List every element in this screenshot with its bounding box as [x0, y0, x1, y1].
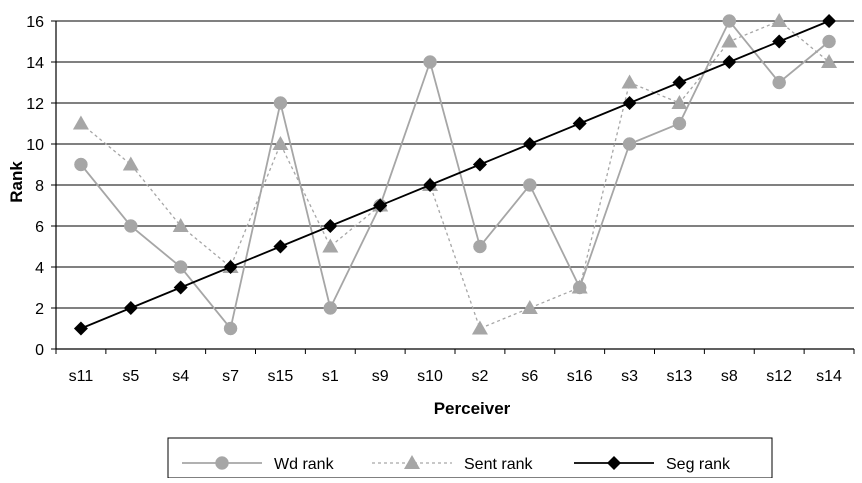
sent-rank-point	[821, 54, 838, 68]
seg-rank-point	[73, 321, 88, 336]
sent-rank-point	[471, 320, 488, 335]
sent-rank-series	[72, 13, 838, 335]
sent-rank-point	[671, 95, 688, 109]
seg-rank-point	[722, 55, 737, 69]
seg-rank-point	[273, 239, 288, 254]
sent-rank-point	[721, 33, 738, 48]
seg-rank-point	[423, 178, 438, 192]
y-tick-label: 0	[35, 342, 44, 359]
y-tick-label: 14	[26, 55, 44, 72]
seg-rank-point	[622, 96, 637, 110]
legend-entry-seg-rank: Seg rank	[574, 456, 731, 473]
x-tick-label: s13	[667, 368, 693, 385]
seg-rank-point	[373, 198, 388, 213]
wd-rank-point	[672, 116, 687, 131]
wd-rank-point	[323, 301, 338, 315]
seg-rank-point	[772, 34, 787, 49]
sent-rank-point	[72, 115, 89, 130]
wd-rank-point	[223, 321, 238, 336]
sent-rank-point	[322, 238, 339, 253]
grid-lines	[56, 20, 854, 309]
seg-rank-point	[522, 137, 537, 151]
sent-rank-point	[771, 13, 788, 27]
series-lines	[72, 13, 838, 336]
x-tick-label: s9	[372, 368, 389, 385]
wd-rank-point	[772, 75, 786, 90]
legend: Wd rank Sent rank Seg rank	[167, 437, 773, 479]
x-tick-label: s12	[766, 368, 792, 385]
wd-rank-point	[124, 219, 138, 233]
legend-entry-wd-rank: Wd rank	[182, 456, 335, 473]
legend-label-wd-rank: Wd rank	[274, 456, 335, 473]
sent-rank-point	[172, 218, 189, 232]
tick-labels: 0 2 4 6 8 10 12 14 16 s11 s5 s4 s7 s15 s1 s9 s10 s2 s6 s16 s…	[26, 14, 842, 385]
sent-rank-point	[122, 156, 139, 171]
sent-rank-line	[80, 20, 830, 330]
x-tick-label: s15	[268, 368, 294, 385]
y-tick-label: 6	[35, 219, 44, 236]
seg-rank-point	[822, 14, 837, 28]
y-tick-label: 12	[26, 96, 44, 113]
y-tick-label: 2	[35, 301, 44, 318]
sent-rank-point	[621, 74, 638, 89]
x-tick-label: s14	[816, 368, 842, 385]
x-tick-label: s4	[172, 368, 189, 385]
sent-rank-point	[272, 136, 289, 150]
seg-rank-point	[572, 116, 587, 131]
wd-rank-point	[74, 157, 88, 172]
wd-rank-point	[173, 260, 188, 274]
seg-rank-point	[123, 301, 138, 315]
x-tick-label: s1	[322, 368, 339, 385]
y-tick-label: 4	[35, 260, 44, 277]
legend-label-sent-rank: Sent rank	[464, 456, 533, 473]
seg-rank-point	[472, 157, 487, 172]
x-tick-label: s7	[222, 368, 239, 385]
wd-rank-point	[622, 137, 637, 151]
x-tick-label: s5	[122, 368, 139, 385]
sent-rank-point	[571, 279, 588, 294]
y-tick-label: 10	[26, 137, 44, 154]
x-tick-label: s2	[471, 368, 488, 385]
x-tick-label: s16	[567, 368, 593, 385]
legend-marker-sent-rank	[404, 455, 420, 469]
wd-rank-point	[473, 239, 487, 254]
wd-rank-point	[273, 96, 288, 110]
x-tick-label: s11	[69, 368, 94, 385]
x-axis-title: Perceiver	[434, 399, 511, 418]
seg-rank-point	[672, 75, 687, 90]
seg-rank-line	[80, 20, 830, 330]
legend-label-seg-rank: Seg rank	[666, 456, 731, 473]
wd-rank-point	[523, 178, 537, 192]
wd-rank-point	[722, 14, 737, 28]
x-tick-label: s3	[621, 368, 638, 385]
legend-entry-sent-rank: Sent rank	[372, 455, 533, 473]
seg-rank-series	[73, 14, 837, 336]
y-axis-title: Rank	[7, 161, 26, 203]
legend-marker-wd-rank	[215, 456, 229, 470]
wd-rank-point	[423, 55, 437, 69]
y-tick-label: 8	[35, 178, 44, 195]
wd-rank-point	[822, 34, 836, 49]
x-tick-label: s8	[721, 368, 738, 385]
x-tick-label: s10	[417, 368, 443, 385]
seg-rank-point	[223, 260, 238, 274]
seg-rank-point	[173, 280, 188, 295]
x-tick-label: s6	[521, 368, 538, 385]
seg-rank-point	[323, 219, 338, 233]
legend-marker-seg-rank	[607, 456, 621, 470]
axes	[51, 20, 855, 354]
y-tick-label: 16	[26, 14, 44, 31]
sent-rank-point	[521, 300, 538, 314]
